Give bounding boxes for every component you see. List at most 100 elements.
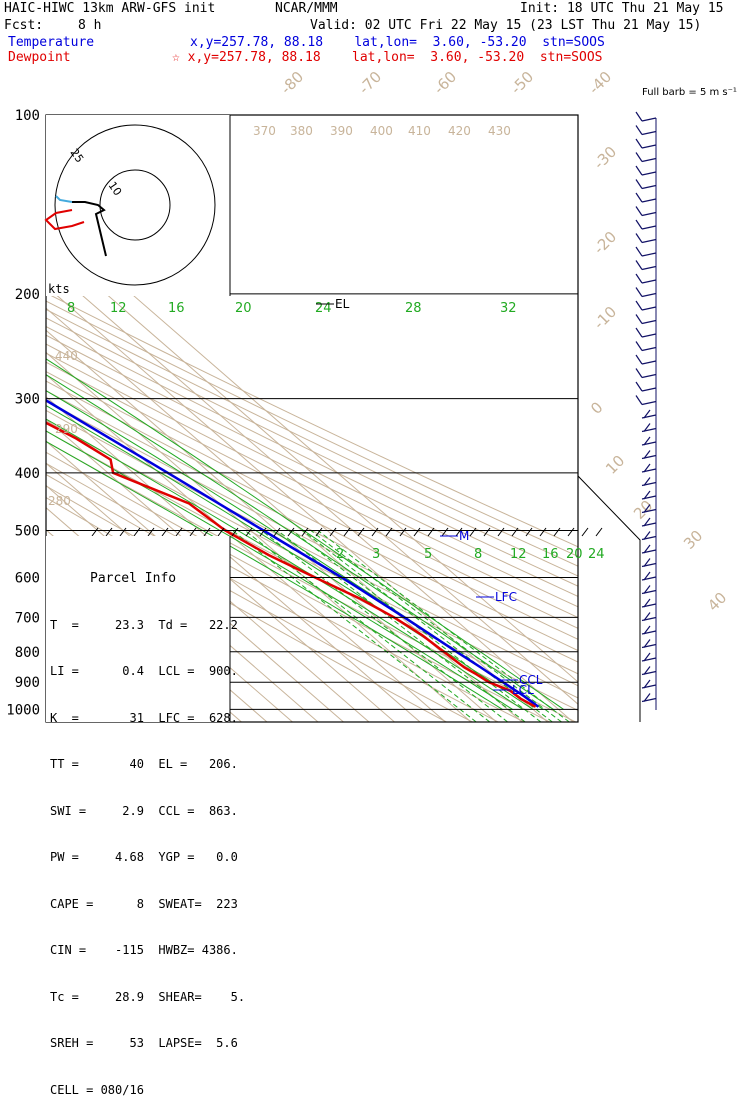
isotherm-line [46,263,574,722]
mixing-label-lower: 16 [542,547,559,562]
wind-barb [641,225,657,230]
plot-frame-right [577,475,641,722]
mixing-label-upper: 12 [110,301,127,316]
wind-barb [641,333,657,338]
wind-barb-flag [635,138,643,149]
level-label: LCL [512,683,534,697]
hatch-mark [189,527,197,537]
hatch-mark [329,527,337,537]
dry-adiabat-line [46,292,578,548]
hatch-mark [539,527,547,537]
dry-adiabat-line [46,361,578,629]
hatch-mark [105,527,113,537]
level-label: LFC [495,590,517,604]
wind-barb [641,211,657,217]
wind-barb-flag [635,341,643,351]
mixing-label-upper: 28 [405,301,422,316]
wind-barb-flag [635,233,643,243]
wind-barb-flag [643,693,651,702]
parcel-row: SWI = 2.9 CCL = 863. [50,803,238,818]
hodograph-trace-black [72,201,107,257]
hatch-mark [455,527,463,537]
hatch-mark [287,527,295,537]
wind-barb-flag [635,381,643,392]
isotherm-label: 30 [680,527,706,553]
isotherm-line [46,218,578,683]
hatch-mark [497,527,505,537]
mixing-ratio-line [302,530,553,722]
parcel-info-panel: Parcel Info T = 23.3 Td = 22.2 LI = 0.4 … [50,540,245,1114]
isotherm-label: 10 [602,452,628,478]
hatch-mark [581,527,589,537]
model-title: HAIC-HIWC 13km ARW-GFS init [4,1,216,16]
theta-label: 390 [330,124,353,138]
mixing-ratio-line [244,530,491,722]
dry-adiabat-line [46,317,578,577]
dry-adiabat-line [46,451,551,722]
valid-time: Valid: 02 UTC Fri 22 May 15 (23 LST Thu … [310,18,702,33]
wind-barb-flag [643,463,651,473]
wind-barb-flag [643,612,651,621]
theta-label: 400 [370,124,393,138]
init-time: Init: 18 UTC Thu 21 May 15 [520,1,724,16]
theta-label: 440 [55,349,78,363]
parcel-row: K = 31 LFC = 628. [50,710,238,725]
wind-barb [641,400,657,406]
wind-barb-flag [635,152,643,162]
mixing-ratio-line [291,530,542,722]
hatch-mark [595,527,603,537]
wind-barb-flag [643,679,651,689]
isotherm-line [46,440,370,722]
wind-barb [641,346,657,352]
wind-barb-flag [643,517,651,527]
wind-barb-flag [635,192,643,203]
hatch-mark [483,527,491,537]
hatch-mark [441,527,449,537]
hatch-mark [203,527,211,537]
pressure-tick-label: 100 [15,108,40,124]
mixing-label-upper: 20 [235,301,252,316]
isotherm-line [46,329,497,722]
hatch-mark [119,527,127,537]
hatch-mark [273,527,281,537]
isotherm-label: -60 [430,68,460,98]
wind-barb-flag [643,571,651,581]
isotherm-label: 0 [587,398,606,417]
mixing-ratio-line [310,530,562,722]
wind-barb-flag [643,598,651,608]
parcel-row: TT = 40 EL = 206. [50,757,238,771]
isotherm-label: -20 [590,228,620,258]
hodograph-ring-inner [99,169,171,241]
wind-barb-flag [643,666,651,675]
dry-adiabat-line [46,380,578,652]
wind-barb-flag [643,585,651,594]
hatch-mark [161,527,169,537]
mixing-label-lower: 24 [588,547,605,562]
dry-adiabat-line [46,343,578,608]
hatch-mark [315,527,323,537]
mixing-label-lower: 3 [372,547,380,562]
pressure-tick-label: 500 [15,523,40,539]
theta-label: 280 [48,494,71,508]
mixing-ratio-line [317,530,570,722]
wind-barb-flag [635,219,643,230]
wind-barb-flag [643,490,651,500]
temperature-legend: Temperature [8,35,95,50]
pressure-tick-label: 900 [15,675,40,691]
hatch-mark [371,527,379,537]
wind-barb-flag [635,287,643,297]
isotherm-label: -10 [590,303,620,333]
wind-barb-flag [643,544,651,554]
hatch-mark [413,527,421,537]
wind-barb-flag [643,639,651,648]
isotherm-label: -50 [507,68,537,98]
hatch-mark [511,527,519,537]
dry-adiabat-line [46,371,578,640]
hatch-mark [427,527,435,537]
hodograph-trace-red [44,209,85,231]
isotherm-line [46,307,523,722]
wind-barb-flag [643,450,651,459]
wind-barb-flag [635,246,643,257]
mixing-label-lower: 12 [510,547,527,562]
